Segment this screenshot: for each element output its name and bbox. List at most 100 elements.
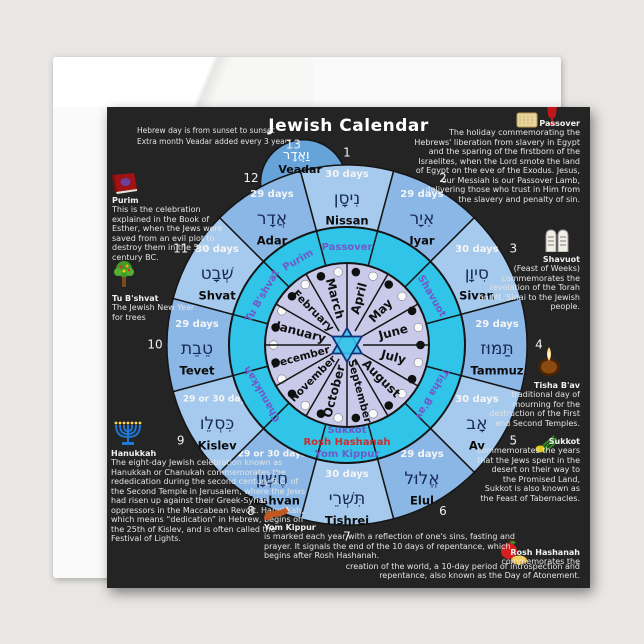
wine-cup-icon — [547, 107, 557, 125]
svg-text:Adar: Adar — [257, 234, 288, 248]
calendar-wheel: 30 days נִיסָן Nissan 1 29 days אִיָר Iyar 2 30 … — [147, 138, 543, 544]
svg-text:2: 2 — [439, 171, 447, 185]
svg-text:כִּסְלֵו: כִּסְלֵו — [200, 414, 234, 434]
svg-text:Elul: Elul — [410, 493, 434, 507]
svg-text:11: 11 — [173, 242, 188, 256]
svg-text:Tishrei: Tishrei — [325, 514, 369, 528]
svg-text:9: 9 — [177, 434, 185, 448]
moon-phase-dot — [271, 358, 280, 367]
moon-phase-dot — [384, 401, 394, 410]
svg-text:3: 3 — [509, 242, 517, 256]
moon-phase-dot — [271, 323, 280, 332]
tisha-bav-annotation: Tisha B'av traditional day of mourning f… — [484, 381, 580, 428]
svg-text:Tevet: Tevet — [180, 364, 215, 378]
svg-text:וַאֲדָר: וַאֲדָר — [283, 148, 311, 163]
svg-text:7: 7 — [343, 530, 351, 544]
moon-phase-dot — [413, 322, 423, 332]
continuation-text: creation of the world, a 10-day period o… — [345, 562, 580, 581]
passover-title: Passover — [539, 119, 580, 128]
svg-text:Kislev: Kislev — [198, 439, 237, 453]
svg-text:Shvat: Shvat — [198, 289, 236, 303]
hanukkah-annotation: Hanukkah The eight-day Jewish celebratio… — [111, 449, 307, 543]
svg-text:שְׁבָט: שְׁבָט — [201, 264, 235, 284]
svg-text:5: 5 — [509, 434, 517, 448]
svg-text:6: 6 — [439, 504, 447, 518]
moon-phase-dot — [300, 400, 310, 411]
moon-phase-dot — [368, 271, 378, 281]
moon-phase-dot — [413, 358, 423, 368]
note-line-2: Extra month Veadar added every 3 years → — [137, 137, 301, 147]
shofar-icon — [264, 506, 290, 521]
svg-text:אֲדָר: אֲדָר — [257, 209, 287, 229]
moon-phase-dot — [397, 291, 407, 301]
card-fold — [53, 57, 313, 107]
ring-label: Passover — [322, 242, 373, 253]
purim-annotation: Purim This is the celebration explained … — [112, 196, 234, 262]
moon-phase-dot — [351, 267, 361, 277]
tree-icon — [114, 261, 134, 287]
svg-text:29 days: 29 days — [250, 189, 294, 200]
hanukkah-text: The eight-day Jewish celebration known a… — [111, 458, 306, 543]
sukkot-title: Sukkot — [548, 437, 580, 446]
svg-text:Tammuz: Tammuz — [471, 364, 524, 378]
svg-text:Rosh Hashanah: Rosh Hashanah — [303, 437, 390, 448]
apple-honey-icon — [501, 540, 527, 565]
candle-icon — [538, 347, 560, 376]
svg-text:29 or 30 days: 29 or 30 days — [183, 395, 252, 405]
svg-text:Yom Kippur: Yom Kippur — [314, 449, 380, 460]
svg-text:Veadar: Veadar — [278, 163, 322, 176]
moon-phase-dot — [368, 409, 378, 419]
svg-text:Sivan: Sivan — [459, 289, 495, 303]
book-icon — [111, 173, 137, 194]
svg-text:29 days: 29 days — [475, 319, 519, 330]
tu-bshvat-title: Tu B'shvat — [112, 294, 159, 303]
shavuot-text: (Feast of Weeks) commemorates the revela… — [478, 264, 580, 312]
passover-text: The holiday commemorating the Hebrews' l… — [414, 128, 580, 204]
moon-phase-dot — [333, 267, 343, 277]
moon-phase-dot — [287, 291, 297, 301]
svg-text:אֱלוּל: אֱלוּל — [404, 469, 439, 489]
svg-text:Iyar: Iyar — [409, 234, 435, 248]
sukkot-annotation: Sukkot commemorates the years that the J… — [476, 437, 580, 503]
svg-text:Sukkot: Sukkot — [327, 425, 366, 436]
moon-phase-dot — [287, 389, 297, 399]
svg-text:13: 13 — [286, 138, 301, 152]
yom-kippur-title: Yom Kippur — [264, 523, 316, 532]
svg-text:30 days: 30 days — [195, 244, 239, 255]
svg-text:29 or 30 days: 29 or 30 days — [238, 449, 307, 459]
svg-text:אָב: אָב — [466, 414, 487, 434]
svg-text:30 days: 30 days — [325, 469, 369, 480]
svg-text:1: 1 — [343, 146, 351, 160]
hanukkah-title: Hanukkah — [111, 449, 157, 458]
purim-text: This is the celebration explained in the… — [112, 205, 223, 262]
matzah-icon — [516, 112, 538, 128]
moon-phase-dot — [316, 271, 326, 281]
svg-text:תִּשְׁרֵי: תִּשְׁרֵי — [329, 489, 366, 509]
lulav-icon — [535, 435, 559, 453]
yom-kippur-text: is marked each year with a reflection of… — [264, 532, 516, 561]
svg-text:10: 10 — [147, 338, 162, 352]
svg-text:4: 4 — [535, 338, 543, 352]
gregorian-month: July — [379, 347, 408, 367]
tisha-bav-title: Tisha B'av — [534, 381, 580, 390]
svg-text:Nissan: Nissan — [325, 214, 368, 228]
tablets-icon — [545, 229, 569, 252]
moon-phase-dot — [397, 389, 407, 399]
svg-text:12: 12 — [243, 171, 258, 185]
svg-text:Heshvan: Heshvan — [244, 493, 300, 507]
rosh-hashanah-annotation: Rosh Hashanah commemorates the — [440, 548, 580, 567]
svg-text:חֶשְׁוָן: חֶשְׁוָן — [256, 469, 288, 489]
svg-text:8: 8 — [247, 504, 255, 518]
header-note: Hebrew day is from sunset to sunset Extr… — [137, 125, 322, 148]
moon-phase-dot — [351, 413, 361, 423]
rosh-hashanah-title: Rosh Hashanah — [510, 548, 580, 557]
shavuot-annotation: Shavuot (Feast of Weeks) commemorates th… — [478, 255, 580, 312]
shavuot-title: Shavuot — [542, 255, 580, 264]
svg-text:29 days: 29 days — [175, 319, 219, 330]
tisha-bav-text: traditional day of mourning for the dest… — [489, 390, 580, 428]
purim-title: Purim — [112, 196, 139, 205]
tu-bshvat-annotation: Tu B'shvat The Jewish New Year for trees — [112, 294, 197, 322]
svg-text:30 days: 30 days — [325, 169, 369, 180]
passover-annotation: Passover The holiday commemorating the H… — [412, 119, 580, 204]
